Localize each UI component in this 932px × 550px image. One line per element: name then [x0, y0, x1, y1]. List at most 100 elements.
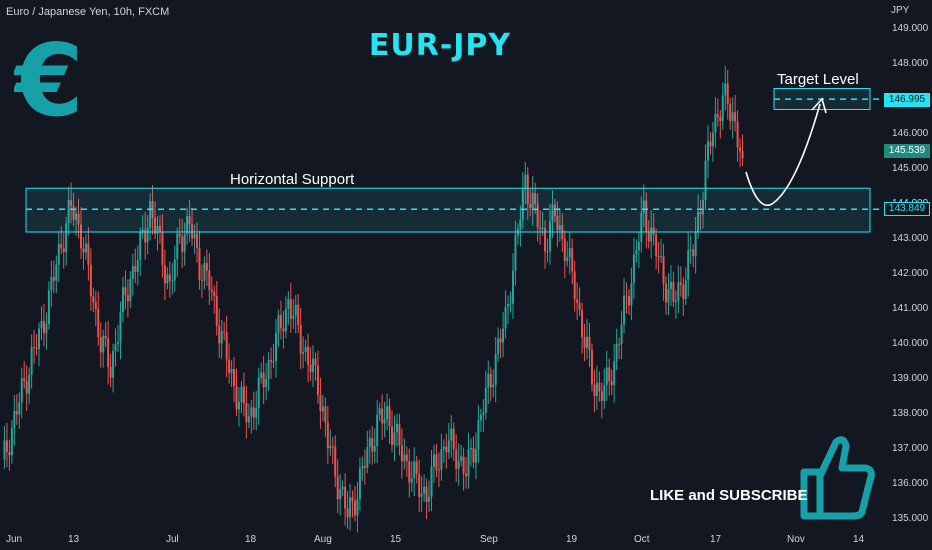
- candle: [462, 447, 465, 491]
- y-tick-label: 145.000: [892, 163, 929, 174]
- candle: [440, 433, 443, 481]
- candle: [94, 290, 97, 327]
- candle: [519, 205, 522, 247]
- candle: [474, 432, 477, 480]
- candle: [509, 291, 512, 313]
- candle: [119, 301, 122, 360]
- candle: [563, 230, 566, 278]
- candle: [726, 69, 729, 120]
- x-tick-label: 14: [853, 534, 865, 545]
- candle: [146, 215, 149, 255]
- candle: [497, 327, 500, 362]
- candle: [620, 310, 623, 360]
- candle: [223, 321, 226, 341]
- candle: [566, 241, 569, 267]
- candle: [87, 226, 90, 281]
- candle: [655, 228, 658, 270]
- candle: [252, 391, 255, 430]
- candle: [265, 363, 268, 401]
- candle: [297, 294, 300, 333]
- candle: [341, 480, 344, 496]
- x-tick-label: 17: [710, 534, 722, 545]
- candle: [420, 476, 423, 513]
- candle: [144, 212, 147, 260]
- candle: [373, 428, 376, 464]
- candle: [329, 429, 332, 456]
- y-tick-label: 146.000: [892, 128, 929, 139]
- candle: [67, 186, 70, 235]
- candle: [539, 210, 542, 245]
- candle: [193, 224, 196, 255]
- candle: [608, 358, 611, 396]
- candle: [366, 430, 369, 474]
- candle: [455, 434, 458, 482]
- candle: [378, 402, 381, 422]
- candle: [405, 446, 408, 477]
- candle: [645, 192, 648, 249]
- candle: [210, 276, 213, 301]
- candle: [630, 267, 633, 320]
- candle: [697, 194, 700, 239]
- candle: [309, 347, 312, 382]
- candle: [699, 199, 702, 231]
- candle: [595, 365, 598, 410]
- candle: [714, 96, 717, 148]
- candle: [511, 253, 514, 320]
- candle: [50, 260, 53, 308]
- y-tick-label: 139.000: [892, 373, 929, 384]
- candle: [117, 324, 120, 353]
- overlays-layer: [25, 88, 884, 233]
- candle: [489, 367, 492, 401]
- candle: [734, 95, 737, 132]
- candle: [270, 347, 273, 379]
- candle: [573, 260, 576, 312]
- y-tick-label: 137.000: [892, 443, 929, 454]
- candle: [267, 351, 270, 391]
- candle: [637, 232, 640, 268]
- candle: [590, 343, 593, 392]
- candle: [334, 435, 337, 488]
- candle: [260, 362, 263, 384]
- candle: [28, 367, 31, 405]
- candle: [272, 343, 275, 369]
- candle: [576, 282, 579, 321]
- candle: [225, 315, 228, 378]
- candle: [615, 328, 618, 370]
- candle: [18, 392, 21, 429]
- candle: [652, 213, 655, 246]
- candle: [205, 249, 208, 286]
- candle: [319, 377, 322, 429]
- candle: [13, 394, 16, 446]
- candle: [287, 291, 290, 325]
- candle: [627, 289, 630, 315]
- x-tick-label: Sep: [480, 534, 498, 545]
- candle: [588, 322, 591, 368]
- candle: [92, 287, 95, 313]
- candle: [470, 438, 473, 467]
- candle: [383, 401, 386, 438]
- candle: [479, 408, 482, 432]
- candle: [610, 369, 613, 395]
- candle: [642, 184, 645, 227]
- candle: [578, 287, 581, 316]
- candle: [235, 368, 238, 417]
- y-tick-label: 141.000: [892, 303, 929, 314]
- candle: [233, 357, 236, 403]
- candle: [393, 415, 396, 461]
- candle: [452, 422, 455, 461]
- candle: [729, 97, 732, 130]
- y-tick-label: 136.000: [892, 478, 929, 489]
- candle: [294, 294, 297, 334]
- candle: [719, 110, 722, 139]
- candle: [35, 333, 38, 356]
- candle: [677, 265, 680, 314]
- candle: [408, 448, 411, 498]
- candle: [499, 328, 502, 359]
- candle: [371, 426, 374, 465]
- candle: [692, 243, 695, 268]
- candle: [583, 324, 586, 362]
- candle: [465, 457, 468, 489]
- candle: [255, 391, 258, 431]
- candle: [25, 365, 28, 412]
- candle: [188, 199, 191, 242]
